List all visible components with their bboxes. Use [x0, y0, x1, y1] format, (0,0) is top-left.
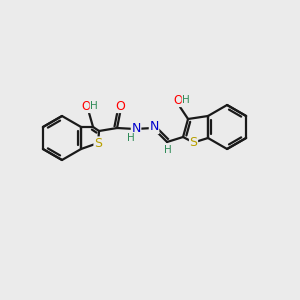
Text: H: H	[90, 101, 98, 111]
Text: O: O	[115, 100, 125, 112]
Text: H: H	[164, 145, 172, 155]
Text: O: O	[173, 94, 183, 106]
Text: S: S	[94, 137, 102, 150]
Text: H: H	[182, 95, 190, 105]
Text: N: N	[149, 121, 159, 134]
Text: O: O	[81, 100, 91, 112]
Text: N: N	[131, 122, 141, 134]
Text: H: H	[127, 133, 135, 143]
Text: S: S	[190, 136, 197, 149]
